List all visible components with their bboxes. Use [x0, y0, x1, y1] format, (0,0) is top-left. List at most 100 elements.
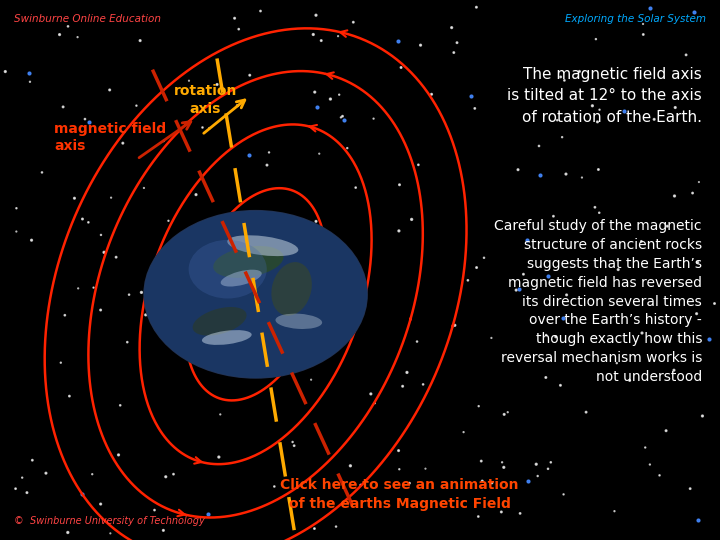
Point	[554, 381, 566, 390]
Point	[72, 33, 84, 42]
Point	[687, 189, 698, 198]
Point	[27, 456, 38, 464]
Point	[309, 88, 320, 97]
Point	[611, 359, 623, 368]
Point	[36, 168, 48, 177]
Point	[545, 458, 557, 467]
Point	[369, 399, 381, 408]
Point	[212, 80, 223, 89]
Point	[179, 339, 190, 348]
Point	[406, 215, 418, 224]
Point	[76, 490, 88, 498]
Point	[580, 408, 592, 416]
Point	[639, 443, 651, 452]
Point	[95, 500, 107, 508]
Point	[478, 253, 490, 262]
Ellipse shape	[228, 235, 298, 256]
Point	[10, 484, 22, 493]
Point	[135, 36, 146, 45]
Point	[58, 103, 69, 111]
Point	[561, 291, 572, 299]
Point	[204, 124, 215, 132]
Text: Exploring the Solar System: Exploring the Solar System	[564, 14, 706, 24]
Ellipse shape	[193, 307, 246, 335]
Point	[411, 337, 423, 346]
Point	[510, 286, 522, 294]
Point	[521, 236, 533, 245]
Point	[318, 262, 330, 271]
Point	[477, 477, 488, 485]
Point	[337, 112, 348, 120]
Point	[138, 184, 150, 192]
Point	[670, 103, 681, 112]
Point	[518, 270, 529, 279]
Point	[693, 178, 705, 186]
Point	[552, 116, 563, 125]
Point	[512, 165, 523, 174]
Point	[692, 258, 703, 267]
Point	[708, 299, 720, 308]
Point	[350, 183, 361, 192]
Point	[0, 68, 11, 76]
Point	[485, 334, 497, 342]
Point	[244, 71, 256, 79]
Point	[541, 331, 552, 340]
Point	[21, 488, 32, 497]
Point	[514, 509, 526, 518]
Point	[40, 469, 52, 477]
Point	[392, 36, 404, 45]
Point	[222, 277, 233, 286]
Point	[307, 30, 319, 39]
Point	[697, 411, 708, 420]
Point	[233, 25, 245, 33]
Point	[496, 458, 508, 467]
Point	[11, 204, 22, 213]
Point	[550, 333, 562, 341]
Point	[158, 526, 169, 535]
Point	[654, 471, 665, 480]
Point	[318, 328, 329, 336]
Point	[95, 306, 107, 314]
Point	[368, 114, 379, 123]
Point	[691, 309, 703, 318]
Point	[122, 338, 133, 347]
Point	[589, 203, 600, 212]
Point	[261, 214, 272, 222]
Point	[394, 180, 405, 189]
Point	[105, 193, 117, 202]
Point	[348, 18, 359, 26]
Text: ©  Swinburne University of Technology: © Swinburne University of Technology	[14, 516, 205, 526]
Text: Click here to see an animation
of the earths Magnetic Field: Click here to see an animation of the ea…	[280, 478, 519, 511]
Point	[84, 118, 95, 126]
Point	[113, 450, 125, 459]
Point	[213, 453, 225, 461]
Point	[540, 373, 552, 382]
Point	[315, 36, 327, 45]
Point	[117, 139, 129, 147]
Point	[624, 376, 636, 385]
Point	[669, 192, 680, 200]
Text: Swinburne Online Education: Swinburne Online Education	[14, 14, 161, 24]
Point	[555, 72, 567, 81]
Point	[17, 474, 28, 482]
Point	[114, 401, 126, 410]
Point	[404, 479, 415, 488]
Point	[418, 380, 429, 389]
Point	[473, 402, 485, 410]
Point	[273, 210, 284, 219]
Point	[557, 133, 568, 141]
Point	[219, 249, 230, 258]
Text: The magnetic field axis
is tilted at 12° to the axis
of rotation of the Earth.: The magnetic field axis is tilted at 12°…	[508, 68, 702, 125]
Point	[63, 392, 75, 401]
Point	[465, 91, 477, 100]
Point	[341, 144, 353, 152]
Point	[333, 90, 345, 99]
Point	[593, 208, 605, 217]
Point	[202, 509, 213, 518]
Point	[289, 441, 300, 450]
Point	[255, 6, 266, 15]
Point	[486, 478, 498, 487]
Circle shape	[144, 211, 367, 378]
Point	[644, 3, 656, 12]
Text: rotation
axis: rotation axis	[174, 84, 237, 116]
